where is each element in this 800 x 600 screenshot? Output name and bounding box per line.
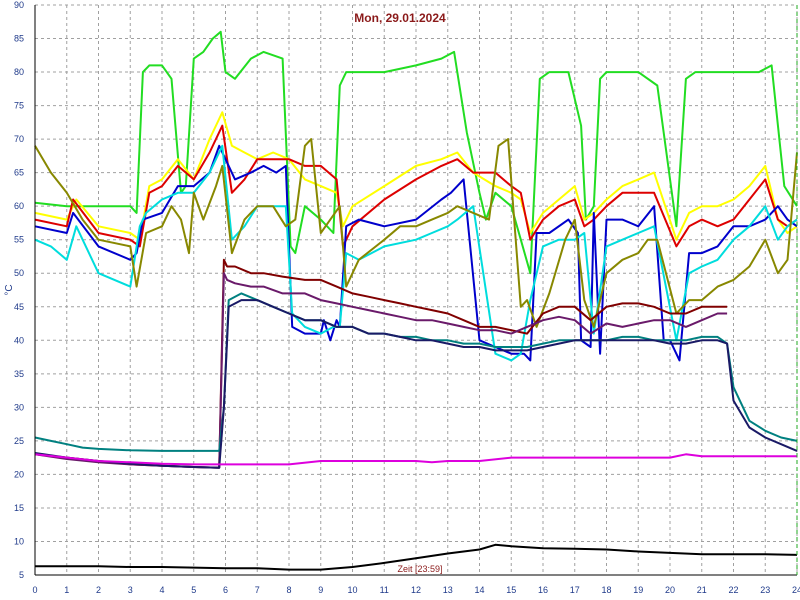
series-line-11 [34,453,797,466]
y-tick-label: 30 [14,402,24,412]
y-tick-label: 75 [14,101,24,111]
series-line-10 [34,299,798,469]
y-tick-label: 70 [14,134,24,144]
series-group [34,30,798,571]
series-line-6 [34,138,798,328]
y-tick-label: 25 [14,436,24,446]
x-tick-label: 1 [64,585,69,595]
x-tick-label: 23 [760,585,770,595]
y-tick-label: 50 [14,268,24,278]
x-tick-label: 19 [633,585,643,595]
y-tick-label: 10 [14,536,24,546]
x-tick-label: 20 [665,585,675,595]
x-tick-label: 6 [223,585,228,595]
x-tick-label: 15 [506,585,516,595]
series-line-8 [34,272,728,469]
x-tick-label: 24 [792,585,800,595]
y-tick-label: 35 [14,369,24,379]
x-tick-label: 17 [570,585,580,595]
chart-title: Mon, 29.01.2024 [354,11,446,25]
x-tick-label: 0 [32,585,37,595]
x-tick-label: 16 [538,585,548,595]
x-tick-label: 7 [255,585,260,595]
y-tick-label: 15 [14,503,24,513]
y-tick-label: 80 [14,67,24,77]
y-tick-label: 85 [14,34,24,44]
y-tick-label: 40 [14,335,24,345]
axes [34,5,798,576]
y-axis-label: °C [4,284,15,295]
y-tick-label: 90 [14,0,24,10]
series-line-5 [34,144,798,362]
x-axis-label: Zeit [23:59] [397,564,442,574]
y-tick-label: 65 [14,168,24,178]
x-tick-label: 3 [128,585,133,595]
x-tick-label: 21 [697,585,707,595]
x-tick-label: 22 [728,585,738,595]
x-tick-label: 13 [443,585,453,595]
series-line-2 [34,111,798,241]
x-tick-label: 9 [318,585,323,595]
y-tick-label: 5 [19,570,24,580]
x-tick-label: 14 [474,585,484,595]
x-tick-label: 4 [159,585,164,595]
y-tick-label: 45 [14,302,24,312]
x-tick-label: 10 [347,585,357,595]
x-tick-label: 18 [601,585,611,595]
x-tick-label: 11 [380,585,389,595]
series-line-9 [34,292,798,452]
tick-labels: 0 1 2 3 4 5 6 7 8 9 10 11 12 13 14 15 16 17 18 19 20 21 22 23 24… [14,0,800,595]
x-tick-label: 2 [96,585,101,595]
y-tick-label: 55 [14,235,24,245]
x-tick-label: 12 [411,585,421,595]
x-tick-label: 5 [191,585,196,595]
y-tick-label: 60 [14,201,24,211]
x-tick-label: 8 [286,585,291,595]
series-line-3 [34,124,798,248]
series-line-1 [34,30,798,275]
y-tick-label: 20 [14,469,24,479]
series-line-12 [35,543,798,571]
